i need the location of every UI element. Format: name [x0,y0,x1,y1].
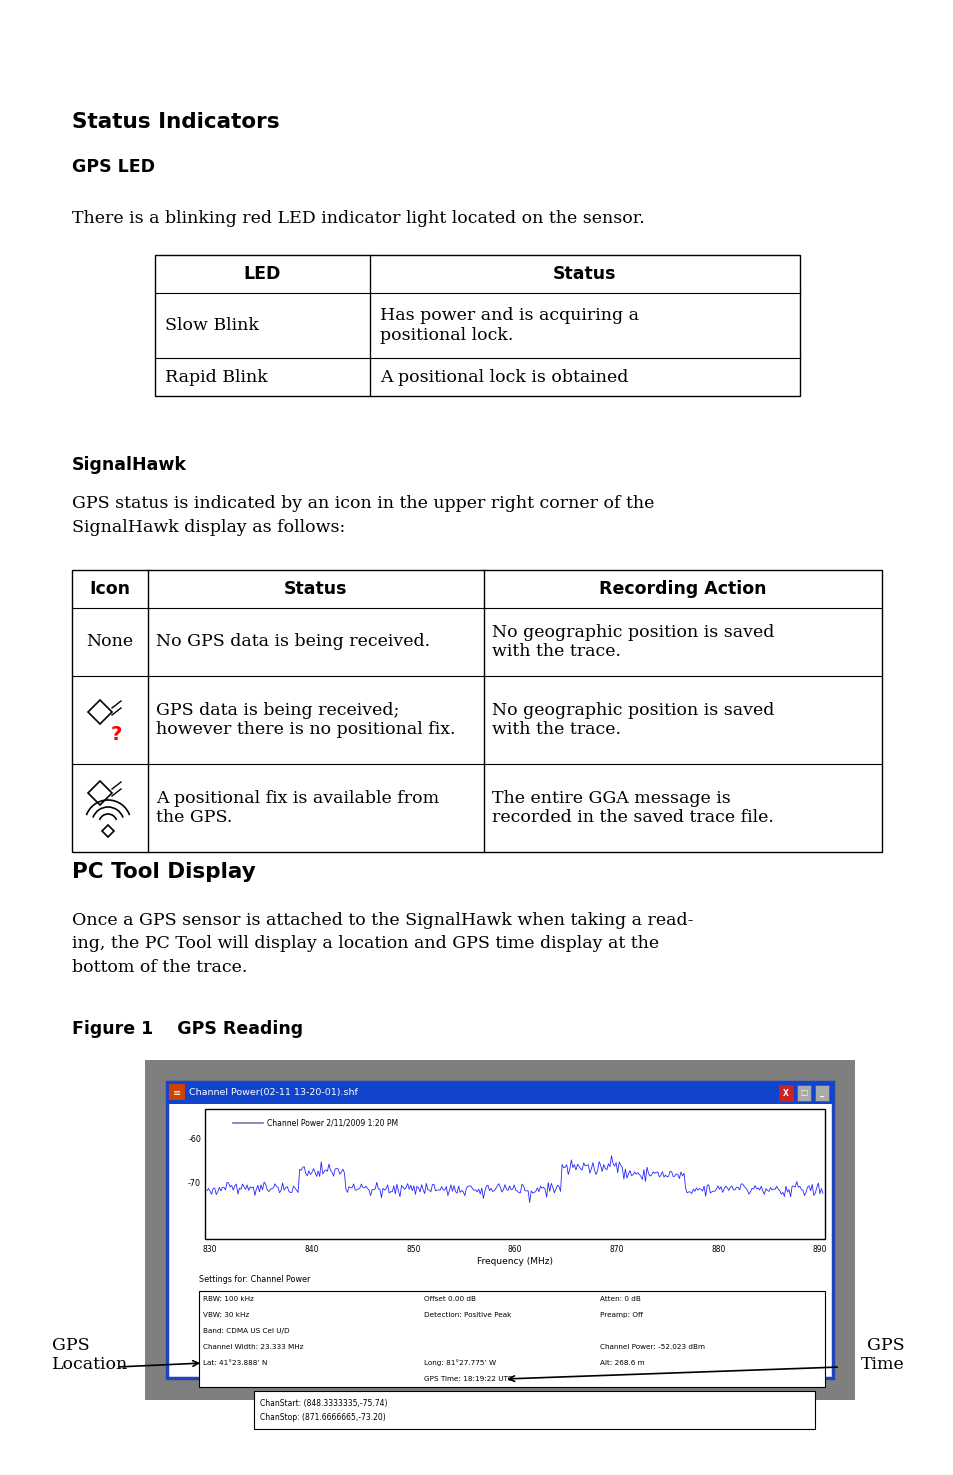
Text: Preamp: Off: Preamp: Off [599,1311,642,1319]
Bar [796,1086,810,1100]
Text: 850: 850 [406,1245,420,1254]
Text: ChanStart: (848.3333335,-75.74): ChanStart: (848.3333335,-75.74) [260,1398,387,1409]
Text: Once a GPS sensor is attached to the SignalHawk when taking a read-
ing, the PC : Once a GPS sensor is attached to the Sig… [71,912,693,976]
Text: 870: 870 [609,1245,623,1254]
Text: GPS LED: GPS LED [71,158,154,176]
Text: LED: LED [244,266,281,283]
Text: The entire GGA message is
recorded in the saved trace file.: The entire GGA message is recorded in th… [492,789,773,826]
Text: RBW: 100 kHz: RBW: 100 kHz [203,1297,253,1302]
Text: Channel Power 2/11/2009 1:20 PM: Channel Power 2/11/2009 1:20 PM [267,1118,397,1127]
Text: No geographic position is saved
with the trace.: No geographic position is saved with the… [492,702,774,739]
Text: Offset 0.00 dB: Offset 0.00 dB [424,1297,476,1302]
Bar [253,1391,814,1429]
Text: Alt: 268.6 m: Alt: 268.6 m [599,1360,643,1366]
Text: 860: 860 [507,1245,521,1254]
Text: None: None [87,633,133,650]
Text: GPS data is being received;
however there is no positional fix.: GPS data is being received; however ther… [156,702,455,739]
Bar [167,1083,832,1378]
Bar [145,1061,854,1400]
Text: 830: 830 [203,1245,217,1254]
Text: Channel Power: -52.023 dBm: Channel Power: -52.023 dBm [599,1344,704,1350]
Bar [779,1086,792,1100]
Bar [199,1291,824,1386]
Text: -70: -70 [188,1180,201,1189]
Text: ≡: ≡ [172,1089,181,1097]
Text: 840: 840 [304,1245,318,1254]
Bar [169,1084,185,1100]
Bar [205,1109,824,1239]
Text: Long: 81°27.775’ W: Long: 81°27.775’ W [424,1360,496,1366]
Text: _: _ [820,1089,823,1097]
Text: Lat: 41°23.888’ N: Lat: 41°23.888’ N [203,1360,267,1366]
Text: Status: Status [553,266,616,283]
Text: X: X [782,1089,788,1097]
Text: Channel Power(02-11 13-20-01).shf: Channel Power(02-11 13-20-01).shf [189,1089,357,1097]
Text: Atten: 0 dB: Atten: 0 dB [599,1297,639,1302]
Text: □: □ [800,1089,807,1097]
Text: Detection: Positive Peak: Detection: Positive Peak [424,1311,511,1319]
Text: GPS Time: 18:19:22 UTC: GPS Time: 18:19:22 UTC [424,1376,513,1382]
Text: Band: CDMA US Cel U/D: Band: CDMA US Cel U/D [203,1328,290,1333]
Text: ChanStop: (871.6666665,-73.20): ChanStop: (871.6666665,-73.20) [260,1413,385,1422]
Bar [167,1083,832,1103]
Text: 890: 890 [812,1245,826,1254]
Text: No geographic position is saved
with the trace.: No geographic position is saved with the… [492,624,774,661]
Text: PC Tool Display: PC Tool Display [71,861,255,882]
Text: GPS
Location: GPS Location [52,1336,128,1373]
Text: SignalHawk: SignalHawk [71,456,187,473]
Text: There is a blinking red LED indicator light located on the sensor.: There is a blinking red LED indicator li… [71,209,644,227]
Text: A positional fix is available from
the GPS.: A positional fix is available from the G… [156,789,438,826]
Text: Status Indicators: Status Indicators [71,112,279,131]
Bar [71,569,882,853]
Text: VBW: 30 kHz: VBW: 30 kHz [203,1311,249,1319]
Text: Settings for: Channel Power: Settings for: Channel Power [199,1274,310,1285]
Text: GPS status is indicated by an icon in the upper right corner of the
SignalHawk d: GPS status is indicated by an icon in th… [71,496,654,535]
Text: Figure 1    GPS Reading: Figure 1 GPS Reading [71,1021,303,1038]
Text: Recording Action: Recording Action [598,580,766,597]
Bar [814,1086,828,1100]
Text: Status: Status [284,580,348,597]
Text: GPS
Time: GPS Time [861,1336,904,1373]
Text: Slow Blink: Slow Blink [165,317,258,333]
Text: 880: 880 [710,1245,725,1254]
Text: Has power and is acquiring a
positional lock.: Has power and is acquiring a positional … [379,307,639,344]
Text: Frequency (MHz): Frequency (MHz) [476,1257,553,1266]
Text: A positional lock is obtained: A positional lock is obtained [379,369,628,385]
Text: Channel Width: 23.333 MHz: Channel Width: 23.333 MHz [203,1344,303,1350]
Text: Icon: Icon [90,580,131,597]
Text: ?: ? [111,724,122,743]
Text: No GPS data is being received.: No GPS data is being received. [156,633,430,650]
Text: Rapid Blink: Rapid Blink [165,369,268,385]
Bar [154,255,800,395]
Text: -60: -60 [188,1134,201,1143]
